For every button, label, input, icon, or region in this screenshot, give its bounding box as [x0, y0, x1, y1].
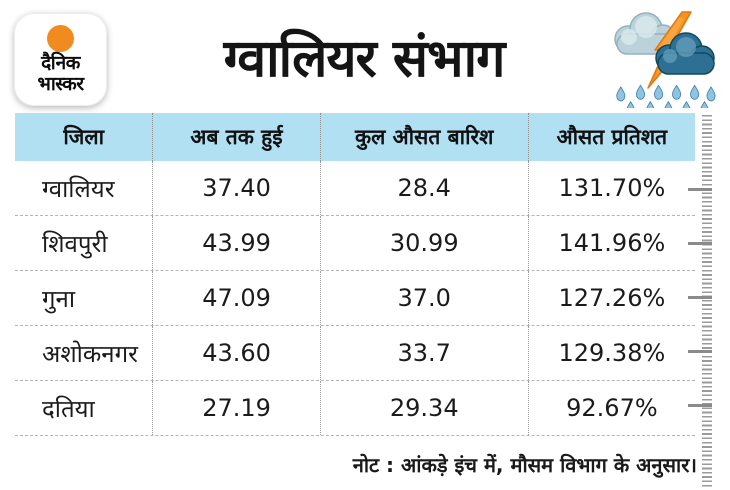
rain-so-far-cell: 43.99: [152, 216, 319, 270]
district-cell: गुना: [42, 284, 76, 313]
district-cell: शिवपुरी: [42, 229, 108, 258]
table-row: शिवपुरी 43.99 30.99 141.96%: [15, 216, 695, 271]
rainfall-table: जिला अब तक हुई कुल औसत बारिश औसत प्रतिशत…: [15, 113, 695, 436]
rain-so-far-cell: 47.09: [152, 271, 319, 325]
rain-so-far-cell: 43.60: [152, 326, 319, 380]
rain-gauge-ruler: [688, 115, 712, 488]
logo-line2: भास्कर: [37, 73, 84, 95]
logo-text: दैनिक भास्कर: [37, 52, 84, 95]
avg-percent-cell: 131.70%: [527, 161, 695, 215]
dainik-bhaskar-logo: दैनिक भास्कर: [14, 13, 107, 106]
avg-percent-cell: 141.96%: [527, 216, 695, 270]
district-cell: अशोकनगर: [42, 339, 138, 368]
district-cell: दतिया: [42, 394, 95, 423]
ruler-tick: [688, 188, 712, 191]
page-title: ग्वालियर संभाग: [223, 28, 506, 89]
ruler-fine-ticks: [702, 115, 712, 488]
ruler-tick: [688, 350, 712, 353]
column-header-district: जिला: [63, 125, 105, 149]
table-row: ग्वालियर 37.40 28.4 131.70%: [15, 161, 695, 216]
ruler-tick: [688, 242, 712, 245]
table-header-row: जिला अब तक हुई कुल औसत बारिश औसत प्रतिशत: [15, 113, 695, 161]
avg-percent-cell: 92.67%: [527, 381, 695, 435]
avg-percent-cell: 127.26%: [527, 271, 695, 325]
avg-total-cell: 28.4: [319, 161, 528, 215]
avg-total-cell: 33.7: [319, 326, 528, 380]
avg-total-cell: 37.0: [319, 271, 528, 325]
table-row: गुना 47.09 37.0 127.26%: [15, 271, 695, 326]
column-header-avg-percent: औसत प्रतिशत: [527, 113, 695, 161]
footnote: नोट : आंकड़े इंच में, मौसम विभाग के अनुस…: [352, 453, 697, 477]
rain-so-far-cell: 27.19: [152, 381, 319, 435]
column-header-rain-so-far: अब तक हुई: [152, 113, 319, 161]
column-header-avg-total-rain: कुल औसत बारिश: [319, 113, 528, 161]
table-row: अशोकनगर 43.60 33.7 129.38%: [15, 326, 695, 381]
table-row: दतिया 27.19 29.34 92.67%: [15, 381, 695, 436]
rain-so-far-cell: 37.40: [152, 161, 319, 215]
avg-total-cell: 30.99: [319, 216, 528, 270]
ruler-tick: [688, 296, 712, 299]
storm-cloud-lightning-rain-icon: [614, 11, 716, 108]
avg-percent-cell: 129.38%: [527, 326, 695, 380]
district-cell: ग्वालियर: [42, 174, 115, 203]
sun-dot-icon: [47, 25, 74, 52]
ruler-tick: [688, 404, 712, 407]
avg-total-cell: 29.34: [319, 381, 528, 435]
logo-line1: दैनिक: [41, 52, 80, 74]
